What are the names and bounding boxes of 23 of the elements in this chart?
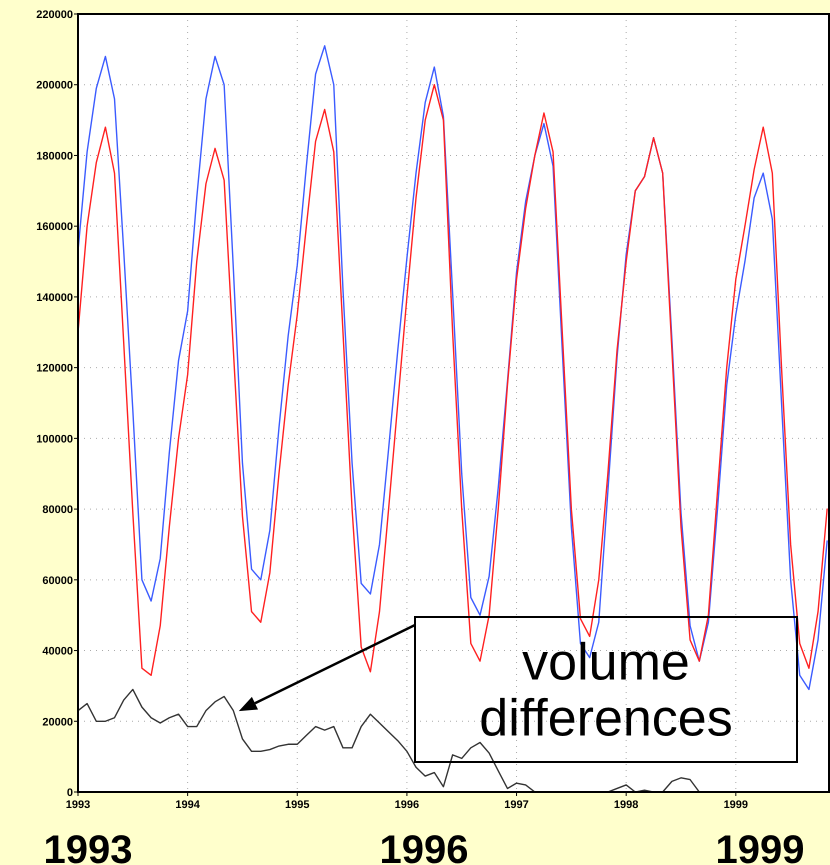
y-tick-label: 60000	[42, 574, 73, 587]
y-tick-label: 20000	[42, 716, 73, 728]
x-tick-label: 1996	[394, 799, 420, 811]
x-tick-label: 1999	[724, 799, 748, 811]
x-tick-label: 1995	[285, 799, 310, 811]
text: 1996	[380, 828, 468, 865]
y-tick-label: 180000	[36, 150, 73, 162]
y-tick-label: 80000	[42, 504, 73, 516]
x-tick-label: 1994	[175, 799, 201, 811]
y-tick-label: 220000	[36, 9, 73, 21]
y-tick-label: 120000	[36, 362, 73, 375]
y-tick-label: 100000	[36, 433, 73, 446]
x-tick-label: 1993	[66, 799, 90, 811]
y-tick-label: 40000	[42, 646, 73, 658]
y-tick-label: 0	[66, 787, 73, 799]
y-tick-label: 160000	[36, 221, 73, 234]
text: 1993	[44, 828, 132, 865]
y-tick-label: 200000	[36, 80, 73, 92]
x-tick-label: 1997	[504, 799, 529, 811]
text: 1999	[716, 828, 804, 865]
y-tick-label: 140000	[36, 292, 73, 304]
annotation: volume differences	[479, 634, 733, 748]
x-tick-label: 1998	[614, 799, 638, 811]
